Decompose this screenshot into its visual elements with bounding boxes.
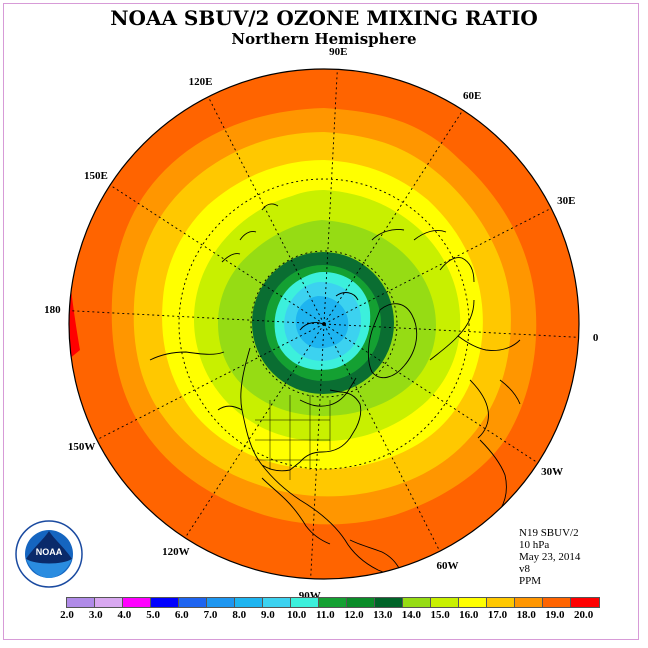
band-8 <box>295 296 349 349</box>
longitude-label: 60E <box>462 89 482 102</box>
map-subtitle: Northern Hemisphere <box>231 30 417 48</box>
longitude-label: 90E <box>329 46 348 59</box>
color-swatch <box>571 598 599 607</box>
equator-boundary <box>68 68 580 580</box>
longitude-label: 0 <box>592 332 599 345</box>
units-label: PPM <box>519 575 542 587</box>
color-scale-labels: 2.0 3.0 4.0 5.0 6.0 7.0 8.0 9.0 10.0 11.0 12.0 13.0… <box>0 609 648 623</box>
color-scale-label: 20.0 <box>573 609 594 621</box>
map-title: NOAA SBUV/2 OZONE MIXING RATIO <box>110 6 538 30</box>
plot-frame <box>3 3 639 640</box>
info-panel: N19 SBUV/2 10 hPa May 23, 2014 v8 PPM <box>519 527 580 587</box>
color-scale-label: 6.0 <box>174 609 189 621</box>
color-swatch <box>319 598 347 607</box>
color-swatch <box>179 598 207 607</box>
longitude-label: 120E <box>188 75 213 88</box>
color-scale-label: 2.0 <box>60 609 74 621</box>
latitude-circles <box>178 178 470 470</box>
color-scale-label: 4.0 <box>117 609 132 621</box>
version-label: v8 <box>519 563 530 575</box>
color-scale-label: 18.0 <box>516 609 536 621</box>
color-swatch <box>263 598 291 607</box>
longitude-label: 150W <box>67 441 96 454</box>
color-swatch <box>123 598 151 607</box>
color-swatch <box>403 598 431 607</box>
level-label: 10 hPa <box>519 539 550 551</box>
noaa-logo: NOAA <box>15 520 83 588</box>
color-swatch <box>459 598 487 607</box>
longitude-label: 30W <box>541 466 564 479</box>
color-swatch <box>431 598 459 607</box>
color-scale-label: 10.0 <box>286 609 307 621</box>
color-swatch <box>543 598 571 607</box>
date-label: May 23, 2014 <box>519 551 581 563</box>
color-swatch <box>95 598 123 607</box>
color-scale-label: 12.0 <box>344 609 364 621</box>
longitude-label: 150E <box>83 169 108 182</box>
color-swatch <box>235 598 263 607</box>
color-scale-label: 16.0 <box>459 609 479 621</box>
longitude-label: 120W <box>162 546 190 559</box>
color-swatch <box>347 598 375 607</box>
color-scale-label: 3.0 <box>88 609 103 621</box>
color-scale-label: 11.0 <box>315 609 335 621</box>
color-swatch <box>151 598 179 607</box>
color-swatch <box>291 598 319 607</box>
longitude-label: 30E <box>557 194 576 207</box>
color-swatch <box>207 598 235 607</box>
longitude-label: 60W <box>436 560 459 573</box>
color-scale-bar <box>66 597 600 608</box>
coastlines <box>149 203 521 576</box>
color-scale-label: 14.0 <box>401 609 422 621</box>
color-scale-label: 19.0 <box>545 609 565 621</box>
color-swatch <box>375 598 403 607</box>
color-swatch <box>67 598 95 607</box>
color-scale-label: 7.0 <box>203 609 218 621</box>
color-swatch <box>487 598 515 607</box>
color-scale-label: 8.0 <box>232 609 247 621</box>
color-scale-label: 9.0 <box>261 609 275 621</box>
color-scale-label: 13.0 <box>373 609 393 621</box>
color-scale-label: 17.0 <box>487 609 508 621</box>
color-scale-label: 5.0 <box>146 609 160 621</box>
longitude-label: 180 <box>44 303 61 316</box>
satellite-label: N19 SBUV/2 <box>519 527 579 539</box>
logo-text: NOAA <box>36 547 63 557</box>
color-scale-label: 15.0 <box>430 609 450 621</box>
color-swatch <box>515 598 543 607</box>
